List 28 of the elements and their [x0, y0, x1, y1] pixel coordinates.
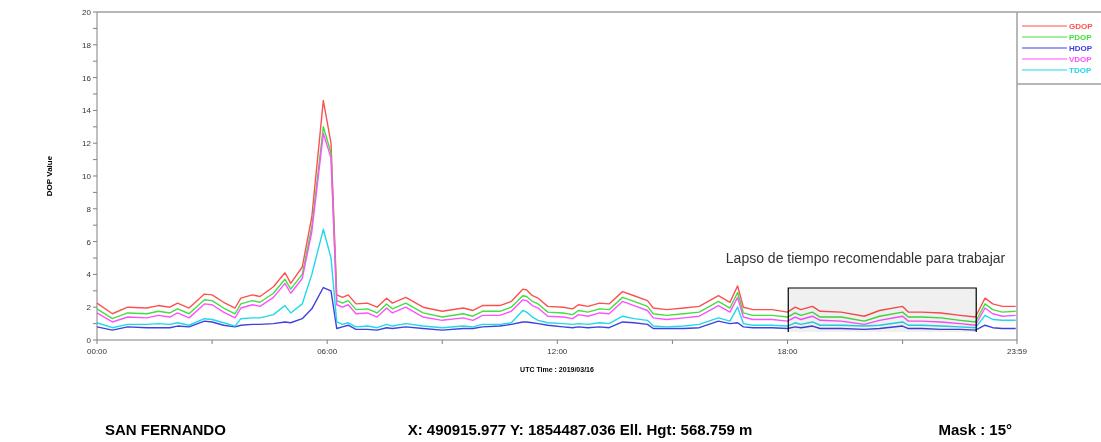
y-tick-label: 6: [86, 237, 92, 247]
x-tick-label: 12:00: [547, 347, 568, 356]
y-tick-label: 12: [82, 139, 92, 149]
text: HDOP: [1069, 44, 1093, 53]
x-tick-label: 06:00: [317, 347, 338, 356]
text: X: 490915.977 Y: 1854487.036 Ell. Hgt: 568.759 m: [407, 421, 753, 438]
y-axis-title: DOP Value: [45, 155, 54, 197]
text: SAN FERNANDO: [105, 421, 227, 438]
text: TDOP: [1069, 66, 1092, 75]
text: GDOP: [1069, 22, 1094, 31]
y-tick-label: 20: [82, 8, 92, 17]
y-tick-label: 14: [82, 106, 92, 116]
y-tick-label: 2: [86, 303, 92, 313]
y-tick-label: 0: [86, 336, 92, 345]
x-tick-label: 18:00: [777, 347, 799, 356]
text: VDOP: [1069, 55, 1093, 64]
y-tick-label: 8: [86, 204, 92, 214]
x-tick-label: 23:59: [1006, 347, 1028, 356]
text: Mask : 15°: [938, 421, 1012, 438]
band-label: Lapso de tiempo recomendable para trabajar: [725, 250, 1006, 266]
text: PDOP: [1069, 33, 1093, 42]
line-series: [96, 228, 1017, 329]
x-tick-label: 00:00: [86, 347, 108, 356]
y-tick-label: 16: [82, 73, 92, 83]
line-series: [96, 286, 1017, 331]
y-tick-label: 10: [82, 172, 92, 181]
y-tick-label: 18: [82, 40, 92, 50]
y-tick-label: 4: [86, 270, 92, 280]
